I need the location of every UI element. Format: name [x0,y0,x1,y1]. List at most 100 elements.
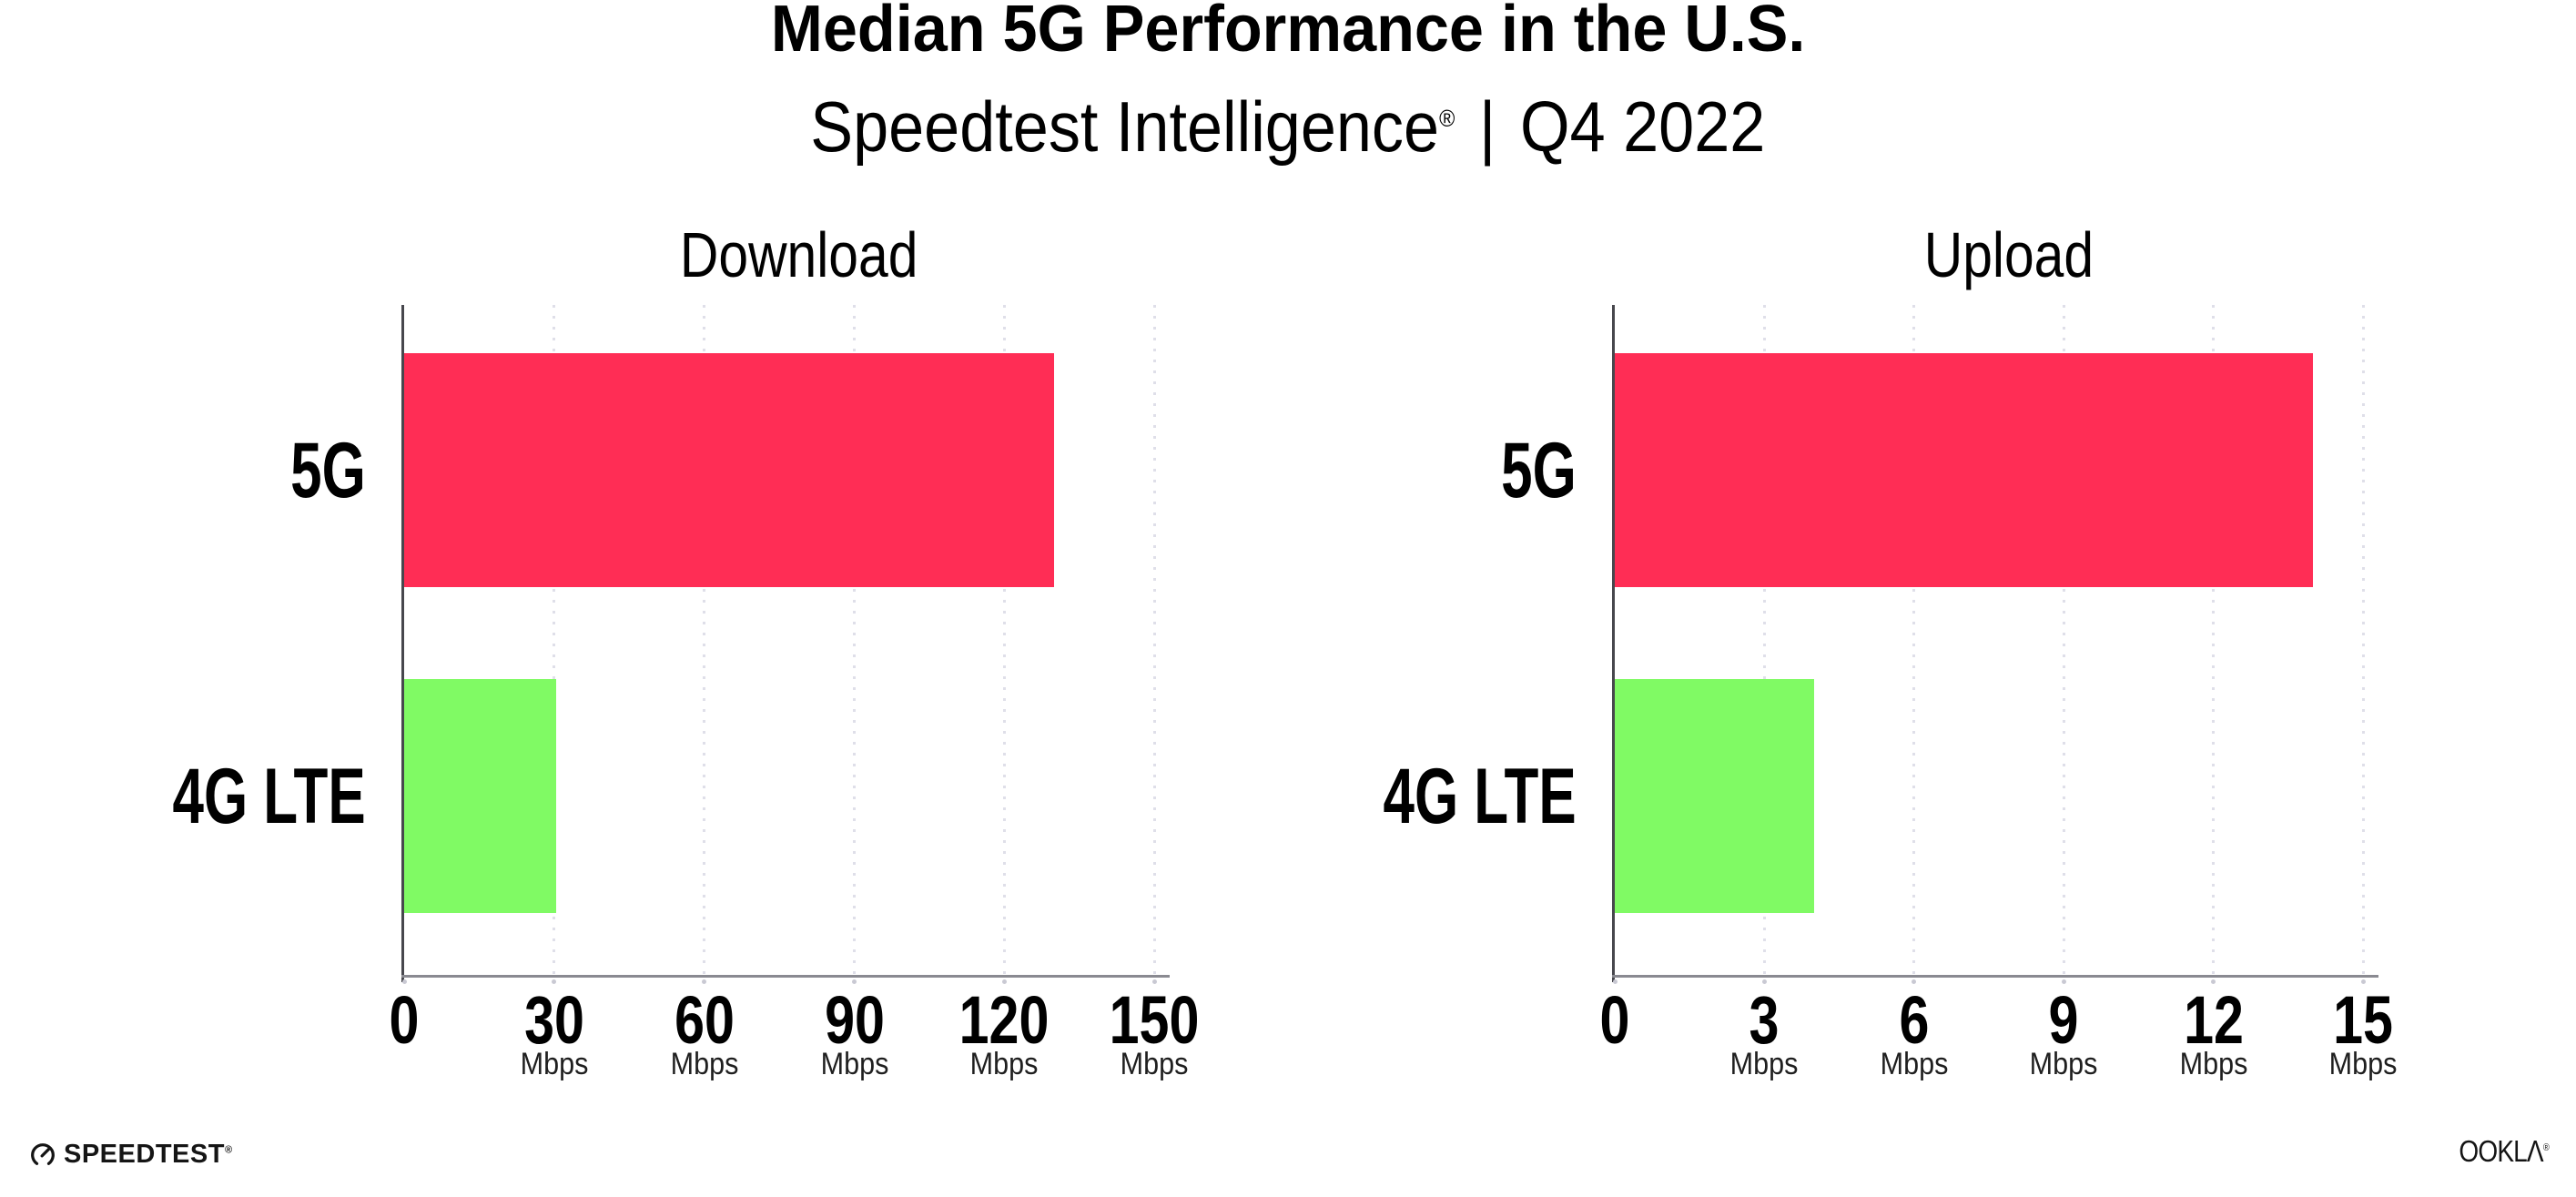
x-axis-line-download [401,975,1170,978]
tick-unit-download-90: Mbps [816,1049,892,1080]
category-label-4g-lte-upload: 4G LTE [1012,749,1577,844]
tick-label-text: 15 [2333,982,2394,1058]
tick-mark-download-60 [702,979,707,984]
tick-label-upload-0: 0 [1596,987,1633,1054]
page-title-text: Median 5G Performance in the U.S. [770,0,1806,66]
tick-unit-download-120: Mbps [967,1049,1042,1080]
tick-label-text: 90 [824,982,885,1058]
speedtest-gauge-icon [31,1142,55,1165]
ookla-registered-mark: ® [2542,1142,2550,1153]
y-axis-spine-download [401,305,404,982]
tick-mark-download-120 [1001,979,1007,984]
page-subtitle: Speedtest Intelligence® | Q4 2022 [0,91,2576,162]
tick-mark-upload-12 [2211,979,2216,984]
tick-mark-download-150 [1151,979,1157,984]
y-axis-spine-upload [1612,305,1615,982]
tick-unit-text: Mbps [670,1047,739,1081]
gridline-download-120 [1002,305,1006,975]
category-label-5g-download: 5G [0,423,366,518]
tick-unit-text: Mbps [520,1047,589,1081]
gridline-download-30 [553,305,556,975]
tick-unit-text: Mbps [1730,1047,1799,1081]
speedtest-registered-mark: ® [224,1144,233,1156]
category-label-text: 5G [1501,426,1577,514]
tick-label-text: 150 [1109,982,1200,1058]
tick-label-upload-15: 15 [2326,987,2400,1054]
tick-label-text: 30 [523,982,584,1058]
tick-unit-text: Mbps [1880,1047,1949,1081]
tick-label-text: 12 [2183,982,2244,1058]
tick-mark-upload-15 [2360,979,2366,984]
tick-label-text: 9 [2048,982,2079,1058]
tick-unit-text: Mbps [2179,1047,2248,1081]
tick-label-upload-6: 6 [1895,987,1932,1054]
tick-label-text: 60 [674,982,735,1058]
tick-unit-text: Mbps [969,1047,1039,1081]
tick-label-upload-3: 3 [1746,987,1783,1054]
tick-mark-upload-3 [1761,979,1767,984]
subtitle-separator: | [1461,86,1514,167]
tick-label-download-120: 120 [948,987,1060,1054]
tick-unit-upload-15: Mbps [2326,1049,2401,1080]
chart-title-text: Download [680,219,918,290]
category-label-text: 5G [290,426,366,514]
tick-mark-download-0 [401,979,407,984]
tick-unit-upload-12: Mbps [2175,1049,2251,1080]
registered-mark: ® [1439,105,1455,132]
category-label-text: 4G LTE [172,752,366,840]
tick-unit-download-60: Mbps [666,1049,742,1080]
tick-label-download-90: 90 [816,987,891,1054]
subtitle-brand: Speedtest Intelligence [810,86,1440,167]
tick-mark-download-30 [552,979,557,984]
speedtest-wordmark: SPEEDTEST® [64,1140,233,1169]
tick-unit-upload-3: Mbps [1727,1049,1802,1080]
tick-label-text: 6 [1899,982,1930,1058]
tick-unit-text: Mbps [820,1047,888,1081]
tick-label-download-30: 30 [517,987,592,1054]
chart-title-download: Download [481,223,1118,287]
gridline-upload-12 [2212,305,2216,975]
tick-mark-upload-9 [2061,979,2066,984]
gridline-download-60 [703,305,706,975]
tick-unit-upload-9: Mbps [2026,1049,2102,1080]
tick-label-download-0: 0 [385,987,422,1054]
plot-area-upload [1615,305,2376,975]
gridline-upload-9 [2062,305,2065,975]
tick-unit-text: Mbps [1120,1047,1189,1081]
tick-label-upload-9: 9 [2045,987,2083,1054]
tick-label-text: 120 [959,982,1050,1058]
category-label-4g-lte-download: 4G LTE [0,749,366,844]
gridline-download-150 [1152,305,1156,975]
tick-mark-download-90 [852,979,857,984]
tick-label-text: 0 [1599,982,1630,1058]
bar-5g-download [404,353,1055,587]
bar-4g-lte-download [404,679,556,913]
gridline-download-90 [853,305,857,975]
x-axis-line-upload [1612,975,2378,978]
subtitle-period: Q4 2022 [1520,86,1766,167]
plot-area-download [404,305,1167,975]
category-label-5g-upload: 5G [1012,423,1577,518]
tick-mark-upload-0 [1612,979,1618,984]
gridline-upload-3 [1762,305,1766,975]
tick-label-text: 3 [1749,982,1780,1058]
gridline-upload-6 [1912,305,1916,975]
chart-title-upload: Upload [1690,223,2328,287]
tick-unit-download-30: Mbps [516,1049,592,1080]
page-title: Median 5G Performance in the U.S. [0,0,2576,62]
chart-title-text: Upload [1923,219,2094,290]
bar-5g-upload [1615,353,2314,587]
bar-4g-lte-upload [1615,679,1815,913]
tick-label-upload-12: 12 [2176,987,2251,1054]
tick-unit-download-150: Mbps [1117,1049,1192,1080]
category-label-text: 4G LTE [1383,752,1577,840]
tick-label-download-150: 150 [1099,987,1211,1054]
ookla-wordmark: OOKLΛ [2459,1134,2544,1168]
tick-unit-upload-6: Mbps [1876,1049,1952,1080]
tick-mark-upload-6 [1912,979,1917,984]
tick-label-download-60: 60 [667,987,742,1054]
ookla-logo: OOKLΛ® [2443,1134,2550,1168]
tick-unit-text: Mbps [2029,1047,2098,1081]
tick-label-text: 0 [389,982,420,1058]
